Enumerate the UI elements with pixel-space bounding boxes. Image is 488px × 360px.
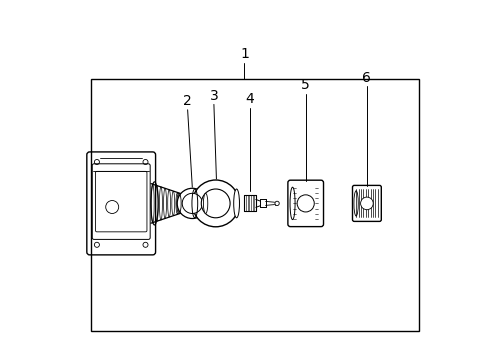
Bar xyxy=(91,79,418,331)
FancyBboxPatch shape xyxy=(87,152,155,255)
Text: 3: 3 xyxy=(209,89,218,103)
Text: 1: 1 xyxy=(240,47,248,61)
Circle shape xyxy=(297,195,314,212)
Ellipse shape xyxy=(203,193,207,213)
Text: 5: 5 xyxy=(301,78,309,92)
Circle shape xyxy=(177,188,207,219)
FancyBboxPatch shape xyxy=(287,180,323,227)
Circle shape xyxy=(274,201,279,206)
Ellipse shape xyxy=(233,189,239,218)
FancyBboxPatch shape xyxy=(352,185,381,221)
Text: 6: 6 xyxy=(362,71,370,85)
Circle shape xyxy=(201,189,230,218)
Circle shape xyxy=(182,193,202,213)
Circle shape xyxy=(192,180,239,227)
Circle shape xyxy=(360,197,372,210)
Text: 2: 2 xyxy=(183,94,192,108)
Text: 4: 4 xyxy=(245,92,254,106)
